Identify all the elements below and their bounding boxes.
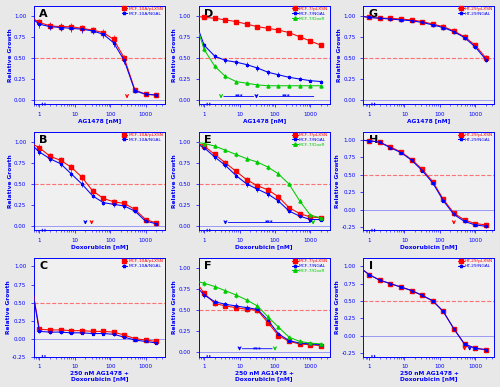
X-axis label: AG1478 [nM]: AG1478 [nM] xyxy=(78,118,121,123)
Text: E: E xyxy=(204,135,212,145)
X-axis label: 250 nM AG1478 +
Doxorubicin [nM]: 250 nM AG1478 + Doxorubicin [nM] xyxy=(234,371,294,382)
Legend: MCF-10A/pLXSN, MCF-10A/NGAL: MCF-10A/pLXSN, MCF-10A/NGAL xyxy=(122,259,164,269)
X-axis label: AG1478 [nM]: AG1478 [nM] xyxy=(242,118,286,123)
Y-axis label: Relative Growth: Relative Growth xyxy=(172,154,178,208)
Y-axis label: Relative Growth: Relative Growth xyxy=(337,28,342,82)
Y-axis label: Relative Growth: Relative Growth xyxy=(335,280,340,334)
Text: ***: *** xyxy=(234,93,243,98)
X-axis label: Doxorubicin [nM]: Doxorubicin [nM] xyxy=(70,245,128,250)
Text: C: C xyxy=(39,261,47,271)
Y-axis label: Relative Growth: Relative Growth xyxy=(8,154,12,208)
Text: B: B xyxy=(39,135,48,145)
X-axis label: AG1478 [nM]: AG1478 [nM] xyxy=(408,118,451,123)
Text: G: G xyxy=(368,9,378,19)
Legend: HT-29/pLXSN, HT-29/NGAL: HT-29/pLXSN, HT-29/NGAL xyxy=(458,133,494,142)
Text: H: H xyxy=(368,135,378,145)
Legend: MCF-7/pLXSN, MCF-7/NGAL, MCF-7/DoxR: MCF-7/pLXSN, MCF-7/NGAL, MCF-7/DoxR xyxy=(292,259,329,273)
Text: A: A xyxy=(39,9,48,19)
Y-axis label: Relative Growth: Relative Growth xyxy=(6,280,10,334)
Text: ***: *** xyxy=(282,93,291,98)
Legend: MCF-10A/pLXSN, MCF-10A/NGAL: MCF-10A/pLXSN, MCF-10A/NGAL xyxy=(122,133,164,142)
Text: ***: *** xyxy=(253,346,262,351)
Y-axis label: Relative Growth: Relative Growth xyxy=(335,154,340,208)
Legend: HT-29/pLXSN, HT-29/NGAL: HT-29/pLXSN, HT-29/NGAL xyxy=(458,7,494,16)
X-axis label: Doxorubicin [nM]: Doxorubicin [nM] xyxy=(236,245,293,250)
Legend: MCF-7/pLXSN, MCF-7/NGAL, MCF-7/DoxR: MCF-7/pLXSN, MCF-7/NGAL, MCF-7/DoxR xyxy=(292,7,329,21)
X-axis label: 250 nM AG1478 +
Doxorubicin [nM]: 250 nM AG1478 + Doxorubicin [nM] xyxy=(400,371,458,382)
X-axis label: 250 nM AG1478 +
Doxorubicin [nM]: 250 nM AG1478 + Doxorubicin [nM] xyxy=(70,371,129,382)
Text: F: F xyxy=(204,261,212,271)
Text: ***: *** xyxy=(265,219,274,224)
Y-axis label: Relative Growth: Relative Growth xyxy=(172,280,178,334)
Text: I: I xyxy=(368,261,372,271)
Text: D: D xyxy=(204,9,213,19)
Legend: MCF-10A/pLXSN, MCF-10A/NGAL: MCF-10A/pLXSN, MCF-10A/NGAL xyxy=(122,7,164,16)
Legend: MCF-7/pLXSN, MCF-7/NGAL, MCF-7/DoxR: MCF-7/pLXSN, MCF-7/NGAL, MCF-7/DoxR xyxy=(292,133,329,147)
Legend: HT-29/pLXSN, HT-29/NGAL: HT-29/pLXSN, HT-29/NGAL xyxy=(458,259,494,269)
Y-axis label: Relative Growth: Relative Growth xyxy=(172,28,178,82)
Y-axis label: Relative Growth: Relative Growth xyxy=(8,28,12,82)
X-axis label: Doxorubicin [nM]: Doxorubicin [nM] xyxy=(400,245,458,250)
